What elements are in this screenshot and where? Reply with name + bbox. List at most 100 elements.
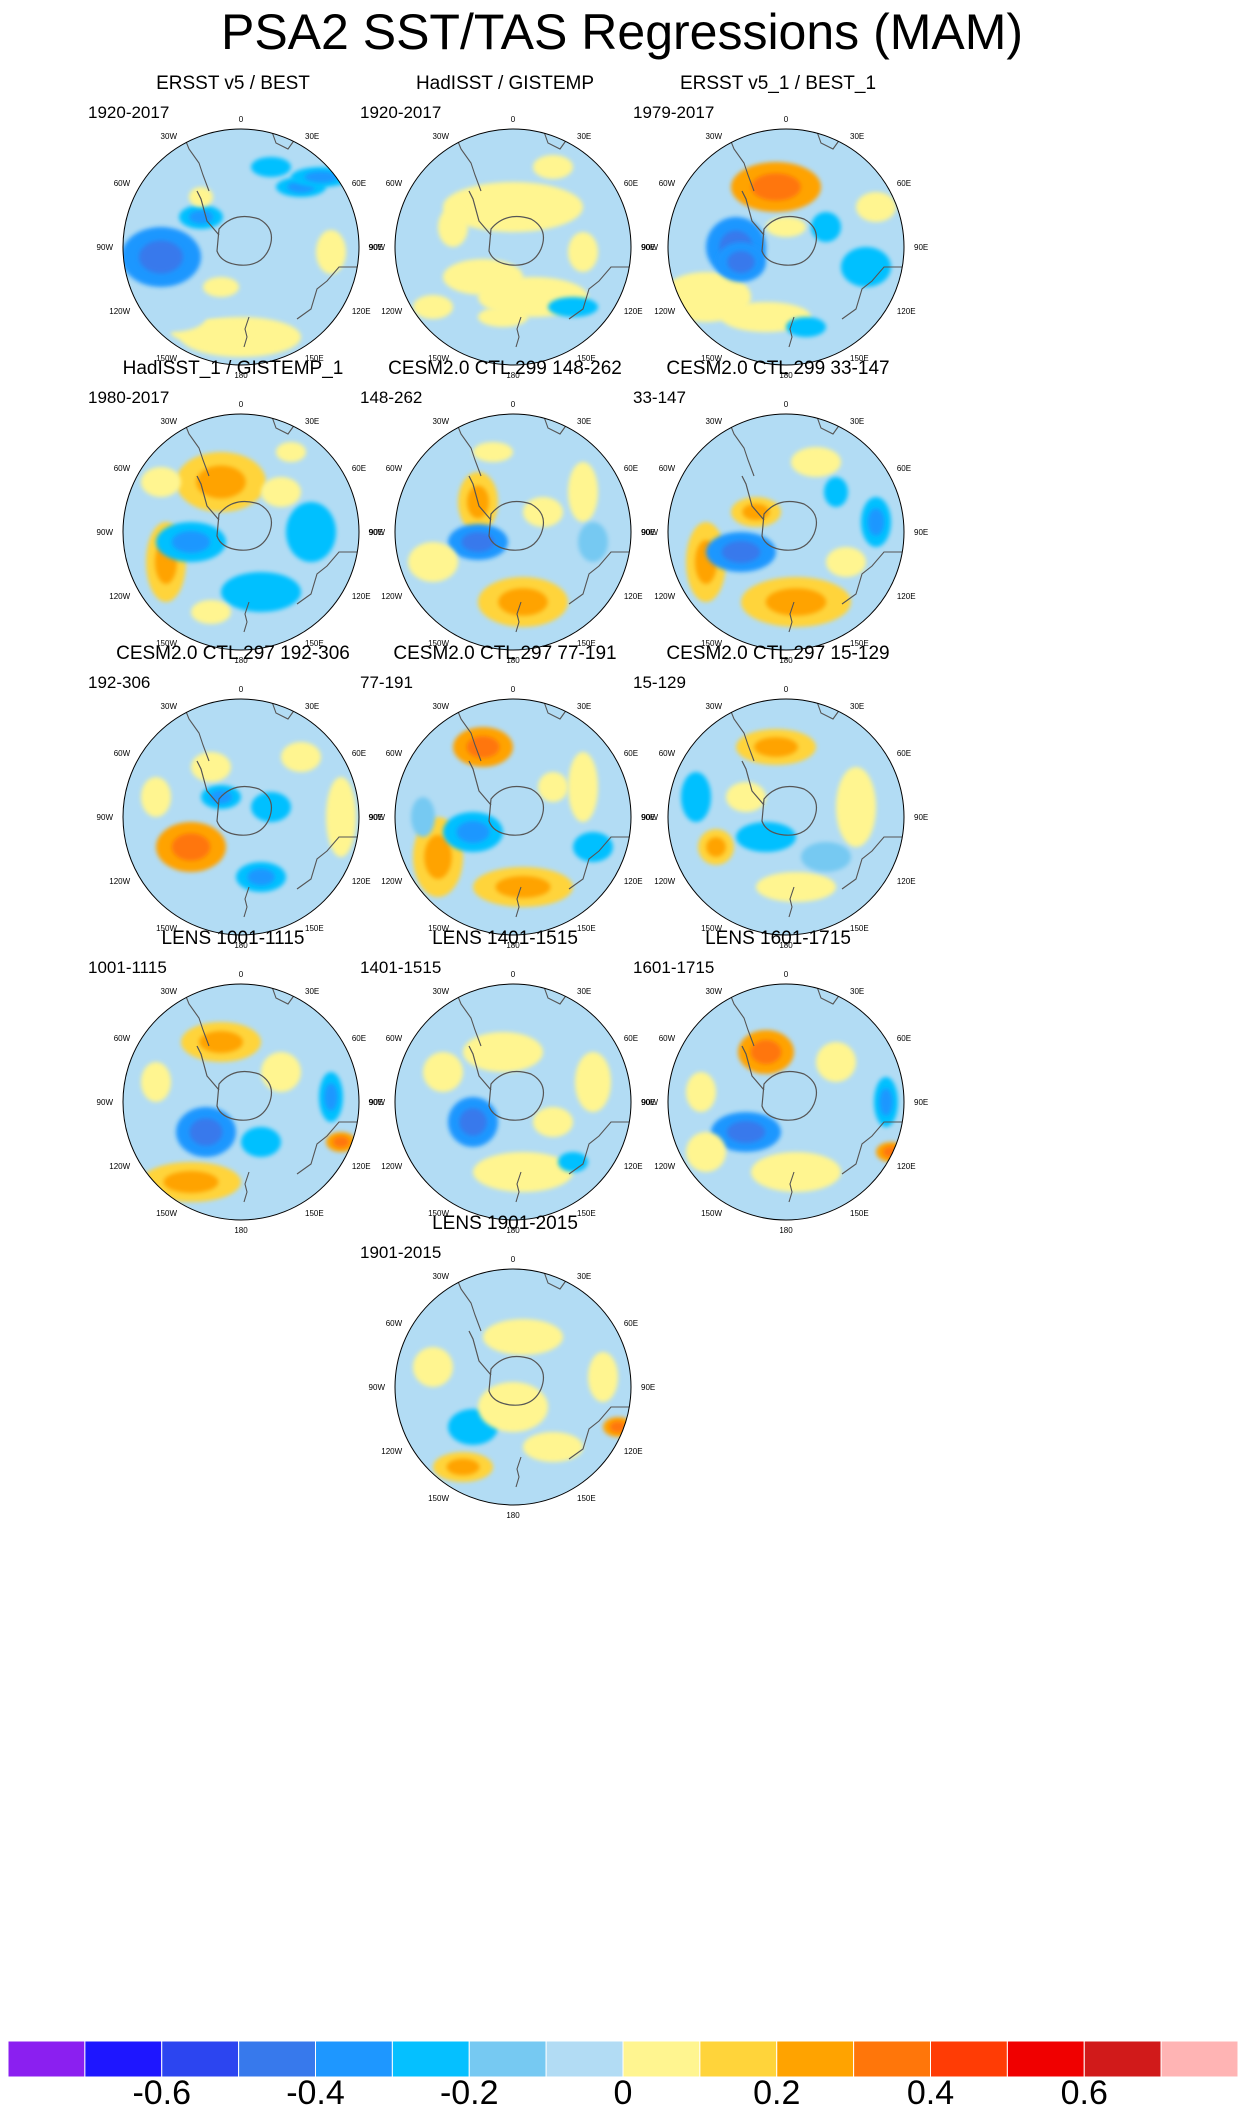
- anomaly-core: [324, 1083, 338, 1111]
- map-border: [122, 128, 360, 366]
- longitude-label: 30W: [433, 1272, 450, 1281]
- longitude-label: 150E: [850, 639, 869, 648]
- panel-period: 1979-2017: [633, 103, 715, 122]
- colorbar: [8, 2041, 1238, 2078]
- longitude-label: 90E: [369, 243, 383, 252]
- longitude-label: 150E: [577, 639, 596, 648]
- anomaly-region: [423, 1052, 463, 1092]
- anomaly-region: [203, 277, 239, 297]
- australia-coastline: [841, 551, 904, 605]
- antarctica-coastline: [216, 786, 272, 836]
- australia-coastline: [841, 1121, 904, 1175]
- longitude-label: 150W: [701, 639, 722, 648]
- peninsula-coastline: [196, 760, 220, 806]
- longitude-label: 150W: [428, 1494, 449, 1503]
- polar-map: 0 30E 60E 90E 120E 150E 180 150W 120W 90W 60W 30W: [369, 970, 656, 1235]
- anomaly-core: [459, 1108, 487, 1136]
- antarctica-coastline: [761, 1071, 817, 1121]
- new-zealand-coastline: [788, 886, 795, 918]
- antarctica-coastline: [488, 1356, 544, 1406]
- australia-coastline: [841, 266, 904, 320]
- new-zealand-coastline: [243, 886, 250, 918]
- colorbar-tick-label: 0.4: [906, 2074, 955, 2112]
- longitude-label: 0: [511, 115, 516, 124]
- longitude-label: 0: [511, 400, 516, 409]
- longitude-label: 90W: [369, 813, 386, 822]
- anomaly-region: [438, 207, 468, 247]
- longitude-label: 150W: [701, 354, 722, 363]
- colorbar-swatch: [238, 2041, 316, 2078]
- longitude-label: 120W: [381, 307, 402, 316]
- colorbar-swatch: [161, 2041, 240, 2078]
- anomaly-region: [824, 477, 848, 507]
- longitude-label: 30E: [850, 987, 864, 996]
- map-panel: CESM2.0 CTL 299 33-147 33-147 0 30E 60E 90E 12…: [613, 358, 943, 738]
- anomaly-core: [867, 508, 885, 536]
- panel-period: 77-191: [360, 673, 413, 692]
- longitude-label: 150W: [156, 354, 177, 363]
- map-panel: CESM2.0 CTL 297 192-306 192-306 0 30E 60E 90E…: [68, 643, 398, 1023]
- map-border: [394, 983, 632, 1221]
- longitude-label: 60E: [624, 749, 638, 758]
- longitude-label: 150W: [156, 1209, 177, 1218]
- anomaly-region: [473, 442, 513, 462]
- longitude-label: 120E: [897, 877, 916, 886]
- anomaly-region: [836, 767, 876, 847]
- longitude-label: 90E: [369, 528, 383, 537]
- longitude-label: 0: [239, 970, 244, 979]
- longitude-label: 150E: [577, 354, 596, 363]
- map-panel: LENS 1401-1515 1401-1515 0 30E 60E 90E 120E 150…: [340, 928, 670, 1308]
- new-zealand-coastline: [515, 1456, 522, 1488]
- longitude-label: 180: [234, 1226, 248, 1235]
- longitude-label: 60E: [897, 749, 911, 758]
- africa-coastline: [542, 1269, 571, 1290]
- map-border: [667, 698, 905, 936]
- anomaly-region: [478, 307, 528, 327]
- longitude-label: 30E: [305, 132, 319, 141]
- longitude-label: 30W: [706, 417, 723, 426]
- anomaly-region: [681, 772, 711, 822]
- anomaly-region: [816, 1042, 856, 1082]
- longitude-label: 0: [511, 970, 516, 979]
- new-zealand-coastline: [515, 886, 522, 918]
- peninsula-coastline: [741, 475, 765, 521]
- panel-period: 1920-2017: [360, 103, 442, 122]
- panel-title: ERSST v5 / BEST: [156, 73, 310, 94]
- longitude-label: 30E: [577, 132, 591, 141]
- longitude-label: 30E: [305, 987, 319, 996]
- anomaly-region: [141, 467, 181, 497]
- longitude-label: 120W: [654, 592, 675, 601]
- antarctica-coastline: [488, 501, 544, 551]
- anomaly-core: [456, 821, 490, 843]
- anomaly-core: [495, 876, 551, 898]
- anomaly-region: [751, 1152, 841, 1192]
- anomaly-region: [261, 1052, 301, 1092]
- longitude-label: 150W: [701, 1209, 722, 1218]
- anomaly-core: [247, 868, 275, 886]
- anomaly-region: [241, 1127, 281, 1157]
- longitude-label: 0: [784, 685, 789, 694]
- longitude-label: 180: [506, 1511, 520, 1520]
- map-border: [394, 128, 632, 366]
- longitude-label: 60E: [624, 1034, 638, 1043]
- longitude-label: 30E: [577, 1272, 591, 1281]
- longitude-label: 90E: [914, 1098, 928, 1107]
- longitude-label: 120E: [352, 1162, 371, 1171]
- longitude-label: 30E: [577, 702, 591, 711]
- new-zealand-coastline: [515, 316, 522, 348]
- panel-period: 1920-2017: [88, 103, 170, 122]
- panel-title: ERSST v5_1 / BEST_1: [679, 73, 877, 94]
- anomaly-core: [609, 1421, 627, 1433]
- longitude-label: 30W: [706, 987, 723, 996]
- australia-coastline: [841, 836, 904, 890]
- longitude-label: 90W: [642, 813, 659, 822]
- longitude-label: 60W: [659, 1034, 676, 1043]
- longitude-label: 150W: [428, 639, 449, 648]
- longitude-label: 150W: [428, 354, 449, 363]
- peninsula-coastline: [196, 475, 220, 521]
- antarctica-coastline: [761, 786, 817, 836]
- anomaly-core: [199, 1031, 243, 1053]
- africa-coastline: [270, 129, 299, 150]
- anomaly-core: [750, 1039, 782, 1065]
- longitude-label: 120W: [109, 877, 130, 886]
